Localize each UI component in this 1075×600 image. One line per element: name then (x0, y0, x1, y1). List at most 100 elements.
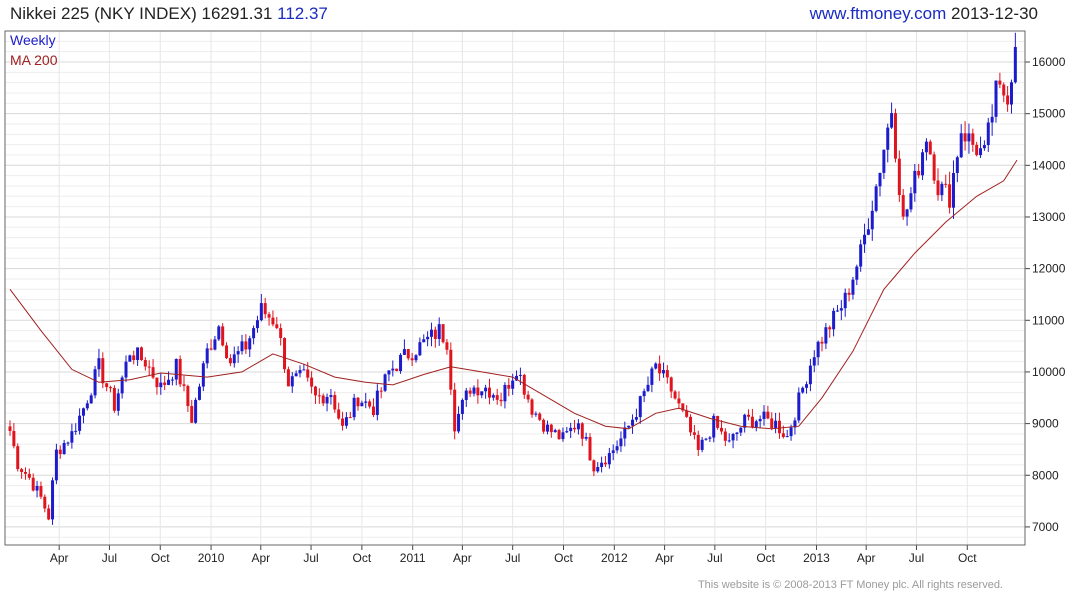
candle-body (151, 367, 155, 378)
candle-body (410, 358, 414, 361)
candle-body (259, 303, 263, 321)
candle-body (839, 308, 843, 311)
candle-body (105, 383, 109, 388)
x-tick-label: Apr (453, 551, 472, 565)
candle-body (271, 317, 275, 325)
copyright-notice: This website is © 2008-2013 FT Money plc… (697, 579, 1003, 591)
candle-body (101, 358, 105, 384)
x-tick-label: Apr (251, 551, 270, 565)
candle-body (402, 349, 406, 355)
candle-body (607, 453, 611, 465)
candle-body (74, 430, 78, 432)
candle-body (936, 180, 940, 196)
candle-body (201, 363, 205, 387)
candle-body (855, 266, 859, 280)
website-link[interactable]: www.ftmoney.com (809, 4, 947, 23)
candle-body (178, 358, 182, 385)
candle-body (143, 360, 147, 367)
candle-body (93, 369, 97, 396)
candle-body (248, 338, 252, 350)
candle-body (503, 384, 507, 402)
candle-body (716, 415, 720, 428)
candle-body (967, 133, 971, 142)
candle-body (132, 355, 136, 361)
candle-body (994, 80, 998, 117)
candle-body (975, 144, 979, 156)
candle-body (225, 345, 229, 359)
candle-body (692, 432, 696, 435)
chart-title: Nikkei 225 (NKY INDEX) 16291.31 112.37 (10, 4, 328, 24)
y-tick-label: 8000 (1032, 468, 1059, 482)
y-tick-label: 9000 (1032, 417, 1059, 431)
candle-body (665, 370, 669, 378)
candle-body (97, 358, 101, 370)
candle-body (1013, 46, 1017, 83)
x-tick-label: Oct (151, 551, 170, 565)
candle-body (352, 397, 356, 418)
candle-body (859, 244, 863, 267)
candle-body (658, 363, 662, 374)
candle-body (696, 434, 700, 450)
candle-body (832, 310, 836, 330)
x-tick-label: 2013 (803, 551, 830, 565)
candle-body (808, 365, 812, 385)
candle-body (453, 389, 457, 432)
candle-body (437, 324, 441, 339)
chart-source: www.ftmoney.com 2013-12-30 (810, 4, 1038, 24)
candle-body (805, 384, 809, 388)
candle-body (735, 432, 739, 435)
candle-body (553, 430, 557, 433)
candle-body (634, 417, 638, 420)
candle-body (743, 414, 747, 428)
candle-body (789, 427, 793, 437)
candle-body (851, 279, 855, 295)
candle-body (669, 377, 673, 392)
candle-body (27, 473, 31, 478)
candle-body (310, 377, 314, 387)
candle-body (944, 183, 948, 185)
candle-body (163, 382, 167, 385)
candle-body (979, 148, 983, 156)
candle-body (723, 431, 727, 441)
candle-body (418, 342, 422, 356)
candle-body (565, 431, 569, 433)
x-tick-label: 2012 (601, 551, 628, 565)
candle-body (677, 398, 681, 404)
candle-body (426, 336, 430, 340)
candle-body (35, 486, 39, 491)
candle-body (85, 403, 89, 409)
candle-body (39, 486, 43, 497)
candle-body (638, 396, 642, 418)
x-tick-label: Apr (50, 551, 69, 565)
candle-body (399, 354, 403, 372)
candle-body (252, 328, 256, 339)
x-tick-label: Oct (353, 551, 372, 565)
candle-body (990, 116, 994, 123)
candle-body (727, 440, 731, 442)
candle-body (8, 426, 12, 431)
candle-body (971, 133, 975, 145)
candle-body (661, 370, 665, 374)
candle-body (136, 347, 140, 361)
candle-body (820, 341, 824, 344)
candle-body (209, 348, 213, 350)
candle-body (275, 324, 279, 329)
candle-body (47, 508, 51, 520)
candle-body (476, 387, 480, 396)
candle-body (623, 427, 627, 439)
candle-body (545, 424, 549, 432)
candle-body (379, 390, 383, 392)
candle-body (781, 433, 785, 438)
candle-body (54, 449, 58, 481)
candle-body (368, 401, 372, 407)
candle-body (279, 328, 283, 339)
candle-body (290, 376, 294, 387)
candle-body (627, 425, 631, 428)
candle-body (882, 149, 886, 173)
y-tick-label: 16000 (1032, 55, 1066, 69)
candle-body (472, 387, 476, 394)
candle-body (797, 392, 801, 421)
candle-body (592, 460, 596, 472)
candle-body (522, 374, 526, 395)
